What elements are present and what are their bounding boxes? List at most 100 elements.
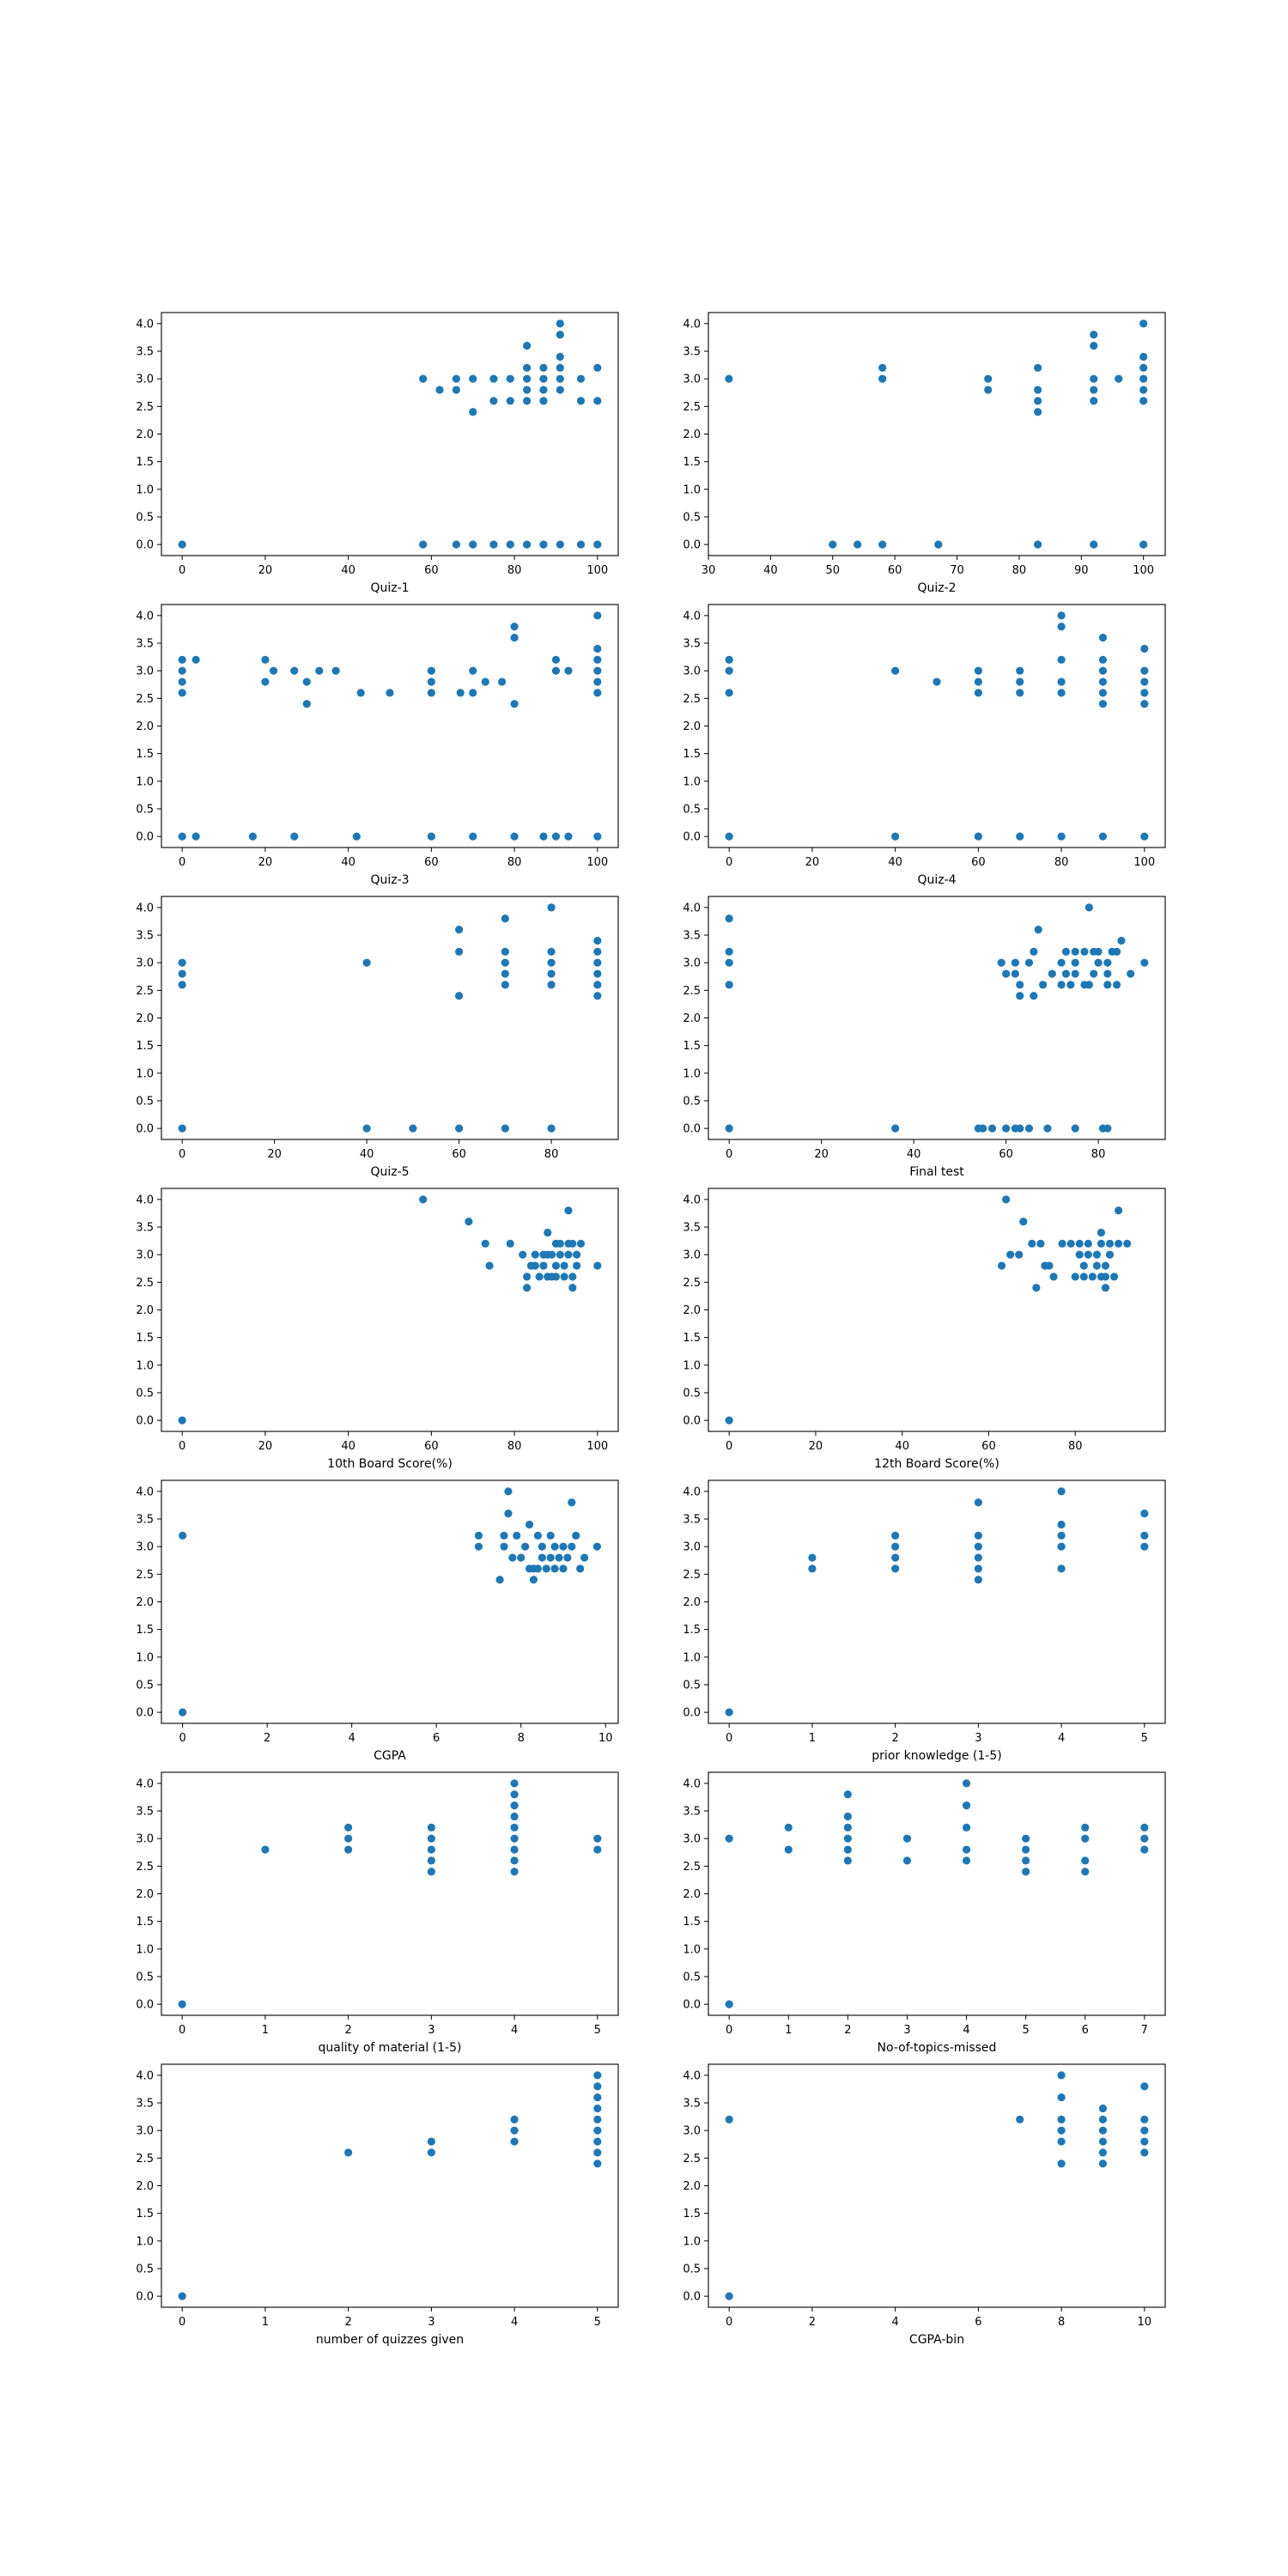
data-point bbox=[1140, 1845, 1149, 1854]
data-point bbox=[1140, 666, 1149, 675]
x-tick-label: 80 bbox=[507, 856, 522, 869]
data-point bbox=[843, 1823, 852, 1832]
data-point bbox=[1140, 832, 1149, 841]
y-tick-label: 3.0 bbox=[683, 665, 701, 678]
data-point bbox=[523, 374, 532, 383]
y-tick-label: 3.5 bbox=[683, 1222, 701, 1235]
chart-panel: 0 2 4 6 8 10 0.0 0.5 1.0 1.5 2.0 2.5 3.0 3.5 4.0 CGPA-b… bbox=[683, 2063, 1166, 2347]
data-point bbox=[1061, 969, 1071, 978]
y-tick-label: 3.0 bbox=[683, 374, 701, 386]
data-point bbox=[533, 1564, 543, 1573]
x-tick-label: 0 bbox=[726, 2024, 732, 2037]
x-tick-label: 1 bbox=[785, 2024, 792, 2037]
data-point bbox=[506, 374, 514, 383]
data-point bbox=[261, 655, 270, 664]
data-point bbox=[784, 1845, 793, 1854]
data-point bbox=[427, 832, 435, 841]
x-tick-label: 80 bbox=[544, 1148, 559, 1161]
y-tick-label: 3.0 bbox=[683, 2125, 701, 2138]
data-point bbox=[1079, 1273, 1088, 1281]
data-point bbox=[593, 936, 602, 945]
data-point bbox=[902, 1856, 912, 1865]
data-point bbox=[1098, 832, 1108, 841]
y-tick-label: 0.5 bbox=[136, 1679, 154, 1692]
data-point bbox=[178, 969, 186, 978]
x-tick-label: 20 bbox=[258, 1440, 273, 1453]
x-tick-label: 80 bbox=[1054, 856, 1069, 869]
data-point bbox=[1061, 947, 1071, 956]
chart-panel: 0 1 2 3 4 5 0.0 0.5 1.0 1.5 2.0 2.5 3.0 3.5 4.0 prior k… bbox=[683, 1479, 1166, 1763]
y-tick-label: 4.0 bbox=[683, 318, 701, 331]
x-tick-label: 60 bbox=[424, 564, 439, 577]
chart-panel: 0 20 40 60 80 0.0 0.5 1.0 1.5 2.0 2.5 3.0 3.5 4.0 Fina… bbox=[683, 896, 1166, 1179]
data-point bbox=[465, 1217, 473, 1226]
x-tick-label: 80 bbox=[507, 1440, 522, 1453]
data-point bbox=[1097, 1228, 1106, 1237]
y-tick-label: 0.0 bbox=[136, 831, 154, 844]
y-tick-label: 0.0 bbox=[136, 2291, 154, 2304]
data-point bbox=[974, 666, 982, 675]
y-tick-label: 2.5 bbox=[136, 401, 154, 414]
y-tick-label: 2.0 bbox=[683, 2180, 701, 2193]
x-tick-label: 40 bbox=[341, 564, 355, 577]
data-point bbox=[539, 363, 548, 372]
y-tick-label: 2.0 bbox=[683, 1012, 701, 1025]
x-tick-label: 6 bbox=[975, 2316, 981, 2329]
data-point bbox=[469, 408, 477, 416]
y-tick-label: 2.5 bbox=[683, 985, 701, 998]
data-point bbox=[1057, 2071, 1066, 2080]
data-point bbox=[419, 540, 428, 549]
data-point bbox=[593, 1834, 602, 1843]
data-point bbox=[1139, 397, 1148, 405]
data-point bbox=[427, 689, 435, 697]
data-point bbox=[1057, 655, 1066, 664]
x-tick-label: 40 bbox=[763, 564, 778, 577]
data-point bbox=[315, 666, 324, 675]
data-point bbox=[725, 666, 733, 675]
data-point bbox=[1071, 969, 1079, 978]
data-point bbox=[435, 386, 444, 394]
x-tick-label: 100 bbox=[1133, 564, 1154, 577]
data-point bbox=[1103, 969, 1112, 978]
data-point bbox=[178, 958, 186, 967]
data-point bbox=[1016, 689, 1024, 697]
data-point bbox=[386, 689, 394, 697]
data-point bbox=[510, 1801, 519, 1810]
data-point bbox=[427, 666, 435, 675]
data-point bbox=[510, 1823, 519, 1832]
y-tick-label: 2.5 bbox=[683, 693, 701, 706]
x-tick-label: 4 bbox=[511, 2316, 518, 2329]
data-point bbox=[352, 832, 361, 841]
x-axis-label: Quiz-3 bbox=[370, 873, 409, 887]
data-point bbox=[593, 540, 602, 549]
y-tick-label: 0.0 bbox=[136, 1999, 154, 2012]
y-tick-label: 2.0 bbox=[683, 1596, 701, 1609]
x-axis-label: Quiz-5 bbox=[370, 1165, 409, 1179]
y-tick-label: 1.5 bbox=[136, 748, 154, 761]
y-tick-label: 2.0 bbox=[683, 1304, 701, 1317]
data-point bbox=[178, 666, 186, 675]
y-tick-label: 0.5 bbox=[683, 803, 701, 816]
data-point bbox=[179, 1531, 187, 1540]
data-point bbox=[1066, 981, 1075, 989]
data-point bbox=[902, 1834, 912, 1843]
data-point bbox=[974, 1531, 982, 1540]
y-tick-label: 1.5 bbox=[683, 1624, 701, 1637]
data-point bbox=[593, 2093, 602, 2102]
x-tick-label: 7 bbox=[1141, 2024, 1148, 2037]
x-axis-label: 10th Board Score(%) bbox=[327, 1457, 453, 1471]
data-point bbox=[962, 1845, 971, 1854]
x-tick-label: 60 bbox=[999, 1148, 1013, 1161]
y-tick-label: 3.5 bbox=[683, 346, 701, 359]
data-point bbox=[878, 540, 887, 549]
data-point bbox=[1090, 341, 1098, 350]
data-point bbox=[539, 1261, 548, 1270]
data-point bbox=[506, 1239, 514, 1248]
y-tick-label: 1.5 bbox=[136, 1916, 154, 1929]
data-point bbox=[1117, 936, 1126, 945]
x-axis-label: Final test bbox=[909, 1165, 964, 1179]
data-point bbox=[891, 1531, 900, 1540]
data-point bbox=[891, 832, 900, 841]
y-tick-label: 3.5 bbox=[136, 1222, 154, 1235]
y-tick-label: 3.0 bbox=[136, 2125, 154, 2138]
